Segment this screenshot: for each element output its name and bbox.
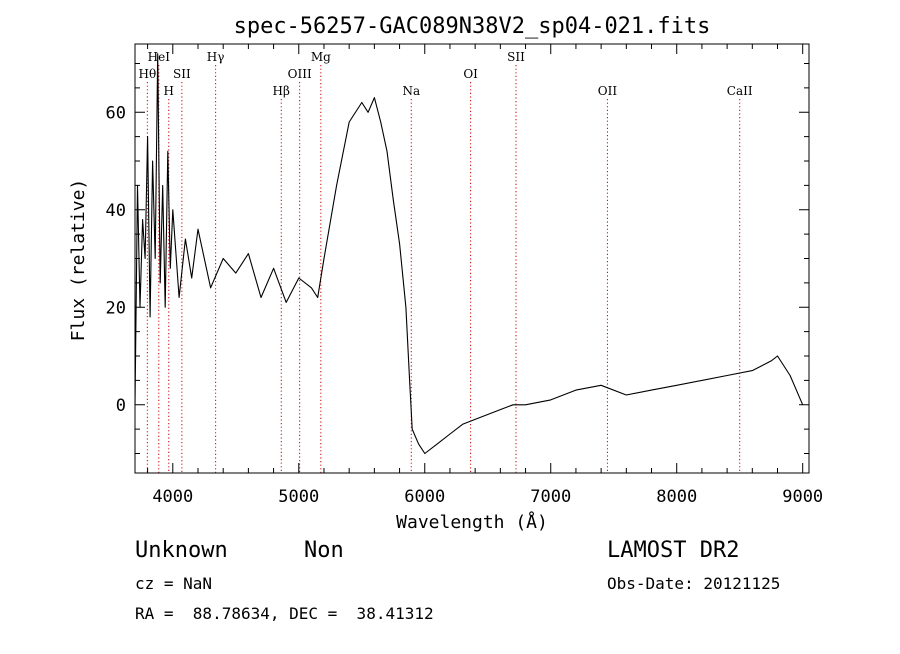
spectral-line-label: CaII: [727, 84, 753, 98]
object-subclass: Non: [304, 538, 344, 563]
plot-frame: [134, 43, 810, 474]
y-axis-label: Flux (relative): [68, 179, 89, 342]
x-tick-label: 9000: [782, 487, 823, 507]
x-tick-label: 7000: [530, 487, 571, 507]
spectral-line-label: OI: [463, 67, 478, 81]
spectral-line-label: Mg: [311, 50, 331, 64]
axis-ticks: 4000 5000 6000 7000 8000 9000 0 20 40 60: [106, 44, 823, 507]
x-tick-label: 4000: [152, 487, 193, 507]
spectral-line-label: Hβ: [273, 84, 290, 98]
spectral-line-label: HeI: [148, 50, 171, 64]
spectral-line-label: OIII: [288, 67, 312, 81]
x-tick-label: 5000: [278, 487, 319, 507]
object-type: Unknown: [135, 538, 228, 563]
redshift-text: cz = NaN: [135, 574, 213, 593]
x-tick-label: 6000: [404, 487, 445, 507]
y-tick-label: 60: [106, 103, 126, 123]
x-tick-label: 8000: [656, 487, 697, 507]
spectral-line-label: Hθ: [138, 67, 156, 81]
observation-date: Obs-Date: 20121125: [607, 574, 781, 593]
y-tick-label: 0: [116, 396, 126, 416]
spectral-line-label: Na: [402, 84, 420, 98]
y-tick-label: 20: [106, 298, 126, 318]
spectral-line-label: Hγ: [207, 50, 225, 64]
y-tick-label: 40: [106, 201, 126, 221]
spectral-line-markers: Hθ HeI H SII Hγ Hβ OIII Mg Na OI SII OII CaII: [138, 50, 753, 473]
x-axis-label: Wavelength (Å): [396, 511, 548, 533]
survey-name: LAMOST DR2: [607, 538, 740, 563]
coordinates-text: RA = 88.78634, DEC = 38.41312: [135, 604, 434, 623]
spectral-line-label: OII: [598, 84, 618, 98]
spectral-line-label: H: [164, 84, 174, 98]
chart-title: spec-56257-GAC089N38V2_sp04-021.fits: [234, 14, 711, 39]
spectral-line-label: SII: [173, 67, 191, 81]
spectral-line-label: SII: [507, 50, 525, 64]
spectrum-series-line: [134, 53, 804, 455]
